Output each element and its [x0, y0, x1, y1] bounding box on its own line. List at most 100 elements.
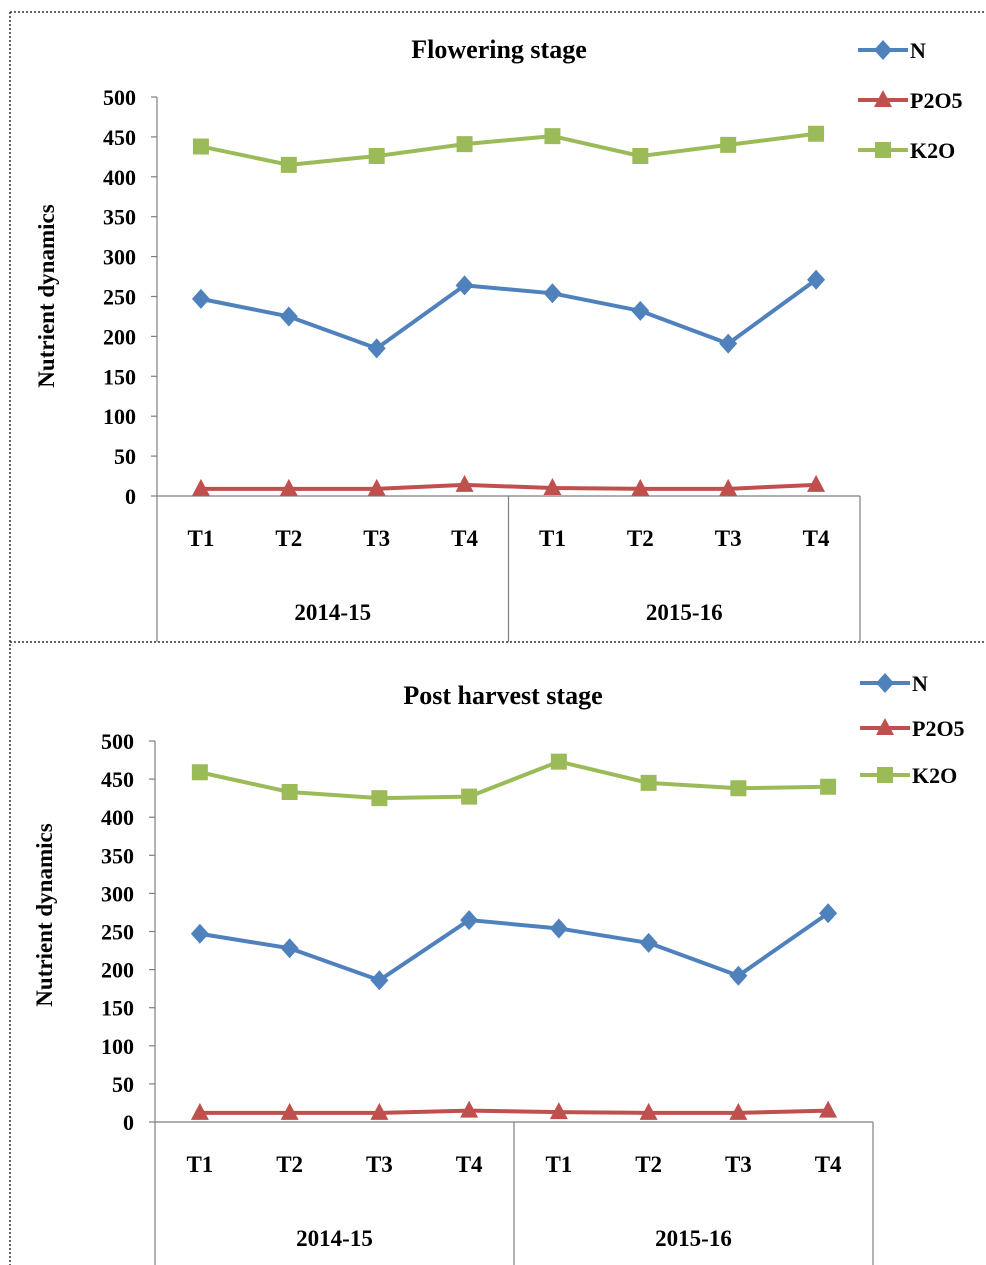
x-tick-label: T1 — [545, 1152, 572, 1177]
x-tick-label: T2 — [275, 526, 302, 551]
data-point-k2o — [191, 764, 208, 781]
data-point-k2o — [192, 138, 209, 155]
x-group-label: 2014-15 — [294, 600, 371, 625]
y-tick-label: 50 — [112, 1072, 134, 1097]
data-point-n — [279, 306, 298, 327]
x-tick-label: T3 — [725, 1152, 752, 1177]
y-tick-label: 0 — [125, 484, 136, 509]
x-group-label: 2014-15 — [296, 1226, 373, 1251]
x-tick-label: T4 — [451, 526, 478, 551]
y-tick-label: 500 — [101, 729, 134, 754]
data-point-n — [460, 910, 479, 931]
y-tick-label: 0 — [123, 1110, 134, 1135]
y-tick-label: 400 — [103, 165, 136, 190]
x-tick-label: T3 — [366, 1152, 393, 1177]
data-point-n — [280, 938, 299, 959]
y-tick-label: 350 — [101, 843, 134, 868]
x-tick-label: T1 — [539, 526, 566, 551]
data-point-k2o — [730, 780, 747, 797]
y-tick-label: 100 — [103, 404, 136, 429]
x-tick-label: T4 — [456, 1152, 483, 1177]
data-point-n — [543, 283, 562, 304]
y-tick-label: 200 — [103, 324, 136, 349]
series-line-p2o5 — [200, 482, 817, 491]
data-point-p2o5 — [807, 474, 826, 492]
data-point-n — [807, 269, 826, 290]
y-tick-label: 500 — [103, 85, 136, 110]
data-point-k2o — [550, 753, 567, 770]
y-tick-label: 350 — [103, 205, 136, 230]
data-point-p2o5 — [460, 1100, 479, 1118]
y-tick-label: 400 — [101, 805, 134, 830]
legend-label-n: N — [910, 38, 926, 63]
y-tick-label: 450 — [103, 125, 136, 150]
data-point-n — [190, 923, 209, 944]
data-point-n — [191, 288, 210, 309]
legend-marker-n — [874, 40, 892, 60]
data-point-k2o — [808, 125, 825, 142]
data-point-n — [549, 918, 568, 939]
x-tick-label: T2 — [276, 1152, 303, 1177]
y-axis-title: Nutrient dynamics — [34, 204, 59, 387]
data-point-k2o — [368, 148, 385, 165]
data-point-n — [729, 965, 748, 986]
x-tick-label: T1 — [186, 1152, 213, 1177]
data-point-n — [455, 275, 474, 296]
legend-label-n: N — [912, 671, 928, 696]
chart-title: Post harvest stage — [403, 681, 602, 710]
legend-label-k2o: K2O — [912, 763, 957, 788]
y-tick-label: 250 — [101, 920, 134, 945]
data-point-k2o — [371, 790, 388, 807]
data-point-p2o5 — [190, 1102, 209, 1120]
legend-marker-n — [876, 673, 894, 693]
series-line-n — [200, 278, 818, 351]
data-point-k2o — [280, 156, 297, 173]
data-point-p2o5 — [719, 478, 738, 496]
y-tick-label: 300 — [103, 245, 136, 270]
data-point-k2o — [456, 136, 473, 153]
legend-marker-p2o5 — [874, 90, 892, 107]
chart-flowering-stage: Flowering stage Nutrient dynamics 0 50 100 15… — [34, 35, 963, 642]
y-tick-label: 100 — [101, 1034, 134, 1059]
x-tick-label: T3 — [363, 526, 390, 551]
y-tick-label: 200 — [101, 958, 134, 983]
y-tick-label: 450 — [101, 767, 134, 792]
data-point-k2o — [820, 778, 837, 795]
legend-label-p2o5: P2O5 — [912, 716, 965, 741]
x-tick-label: T2 — [635, 1152, 662, 1177]
y-tick-label: 150 — [103, 364, 136, 389]
data-point-p2o5 — [367, 478, 386, 496]
data-point-p2o5 — [729, 1102, 748, 1120]
data-point-p2o5 — [543, 478, 562, 496]
x-tick-label: T3 — [715, 526, 742, 551]
x-tick-label: T4 — [803, 526, 830, 551]
data-point-k2o — [632, 148, 649, 165]
data-point-p2o5 — [370, 1102, 389, 1120]
legend-marker-p2o5 — [876, 718, 894, 735]
data-point-n — [367, 338, 386, 359]
data-point-n — [631, 300, 650, 321]
data-point-k2o — [640, 774, 657, 791]
series-line-p2o5 — [199, 1108, 829, 1115]
data-point-k2o — [544, 128, 561, 145]
chart-post-harvest-stage: Post harvest stage Nutrient dynamics 0 50 10… — [32, 671, 965, 1265]
data-point-n — [819, 903, 838, 924]
legend-marker-k2o — [877, 767, 893, 783]
series-line-k2o — [199, 759, 829, 801]
x-tick-label: T1 — [188, 526, 215, 551]
data-point-n — [719, 333, 738, 354]
data-point-k2o — [461, 788, 478, 805]
y-axis-title: Nutrient dynamics — [32, 823, 57, 1006]
x-tick-label: T4 — [815, 1152, 842, 1177]
series-line-n — [199, 911, 830, 983]
data-point-p2o5 — [455, 474, 474, 492]
series-line-k2o — [200, 131, 817, 167]
data-point-k2o — [281, 784, 298, 801]
x-group-label: 2015-16 — [646, 600, 723, 625]
data-point-n — [370, 970, 389, 991]
y-tick-label: 50 — [114, 444, 136, 469]
y-tick-label: 150 — [101, 996, 134, 1021]
legend-label-k2o: K2O — [910, 138, 955, 163]
data-point-n — [639, 932, 658, 953]
